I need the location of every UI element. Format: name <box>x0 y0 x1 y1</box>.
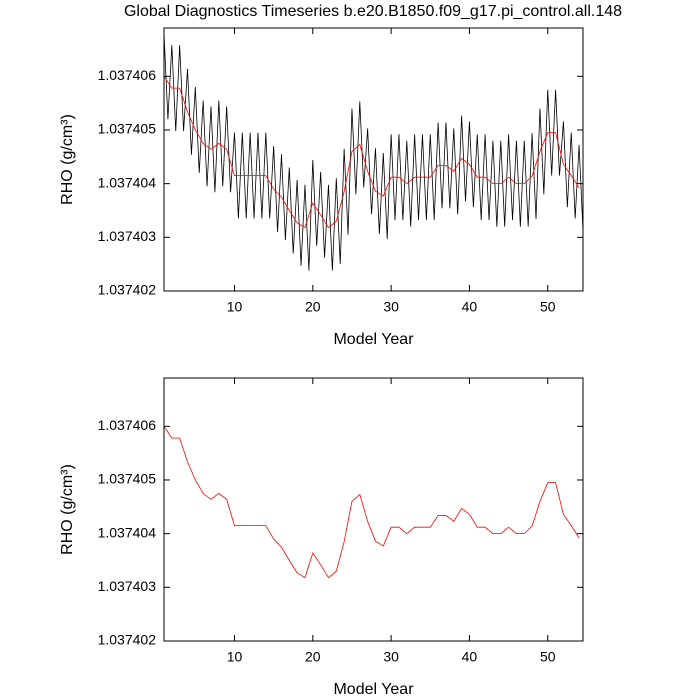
data-line <box>163 33 584 271</box>
y-axis-label: RHO (g/cm³) <box>59 114 76 205</box>
plot-frame <box>163 27 584 292</box>
x-tick-label: 40 <box>462 299 478 315</box>
x-axis-label: Model Year <box>333 681 414 698</box>
data-line <box>163 426 580 579</box>
x-tick-label: 20 <box>305 649 321 665</box>
y-tick-label: 1.037404 <box>98 174 157 190</box>
data-line <box>163 76 580 229</box>
y-tick-label: 1.037402 <box>98 632 157 648</box>
y-tick-label: 1.037406 <box>98 417 157 433</box>
x-tick-label: 10 <box>227 649 243 665</box>
y-axis-label: RHO (g/cm³) <box>59 464 76 555</box>
y-tick-label: 1.037404 <box>98 524 157 540</box>
y-tick-label: 1.037406 <box>98 67 157 83</box>
y-tick-label: 1.037405 <box>98 121 157 137</box>
chart-title: Global Diagnostics Timeseries b.e20.B185… <box>124 3 622 20</box>
x-tick-label: 40 <box>462 649 478 665</box>
x-tick-label: 50 <box>540 299 556 315</box>
x-tick-label: 10 <box>227 299 243 315</box>
plot-frame <box>163 377 584 642</box>
x-tick-label: 20 <box>305 299 321 315</box>
y-tick-label: 1.037403 <box>98 228 157 244</box>
x-tick-label: 30 <box>383 649 399 665</box>
x-tick-label: 30 <box>383 299 399 315</box>
y-tick-label: 1.037405 <box>98 471 157 487</box>
x-tick-label: 50 <box>540 649 556 665</box>
y-tick-label: 1.037403 <box>98 578 157 594</box>
y-tick-label: 1.037402 <box>98 282 157 298</box>
x-axis-label: Model Year <box>333 331 414 348</box>
